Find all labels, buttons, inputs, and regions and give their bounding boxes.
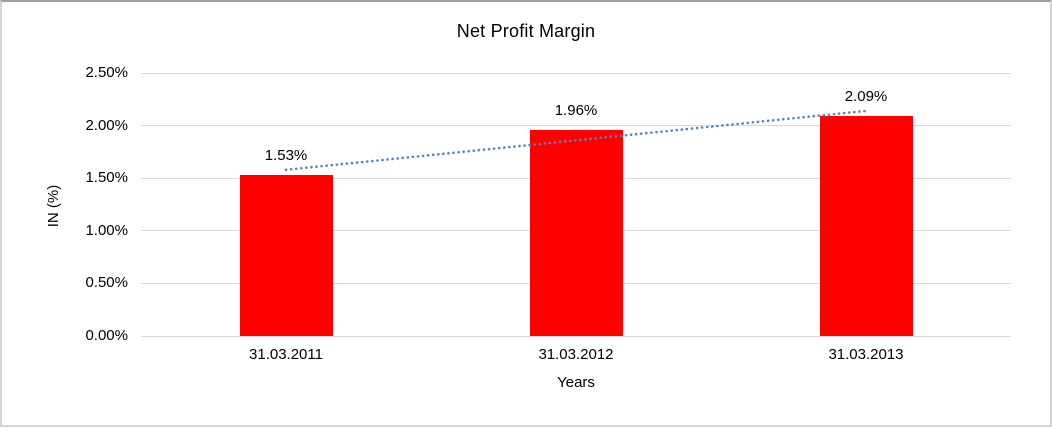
gridline: [141, 125, 1011, 127]
y-tick-label: 2.00%: [85, 116, 128, 134]
trendline: [284, 109, 868, 172]
y-axis-tick-labels: 0.00% 0.50% 1.00% 1.50% 2.00% 2.50%: [2, 64, 128, 344]
y-tick-label: 1.00%: [85, 221, 128, 239]
y-tick-label: 0.00%: [85, 327, 128, 344]
bar: [239, 175, 333, 336]
plot-area: 1.53% 31.03.2011 1.96% 31.03.2012 2.09% 31.03…: [141, 72, 1011, 363]
bar-value-label: 1.53%: [264, 147, 308, 165]
y-tick-label: 2.50%: [85, 64, 128, 81]
x-axis-title: Years: [557, 374, 595, 391]
x-tick-label: 31.03.2013: [828, 346, 904, 363]
bar: [529, 129, 623, 336]
trendline-svg: [284, 109, 868, 172]
gridline: [141, 335, 1011, 337]
bar-value-label: 1.96%: [554, 101, 598, 119]
y-tick-label: 1.50%: [85, 169, 128, 187]
x-tick-label: 31.03.2012: [538, 346, 614, 363]
y-tick-label: 0.50%: [85, 274, 128, 292]
gridline: [141, 72, 1011, 74]
bar-value-label: 2.09%: [844, 88, 888, 106]
chart-title: Net Profit Margin: [456, 21, 596, 41]
x-tick-label: 31.03.2011: [249, 346, 323, 363]
bar: [819, 116, 913, 336]
